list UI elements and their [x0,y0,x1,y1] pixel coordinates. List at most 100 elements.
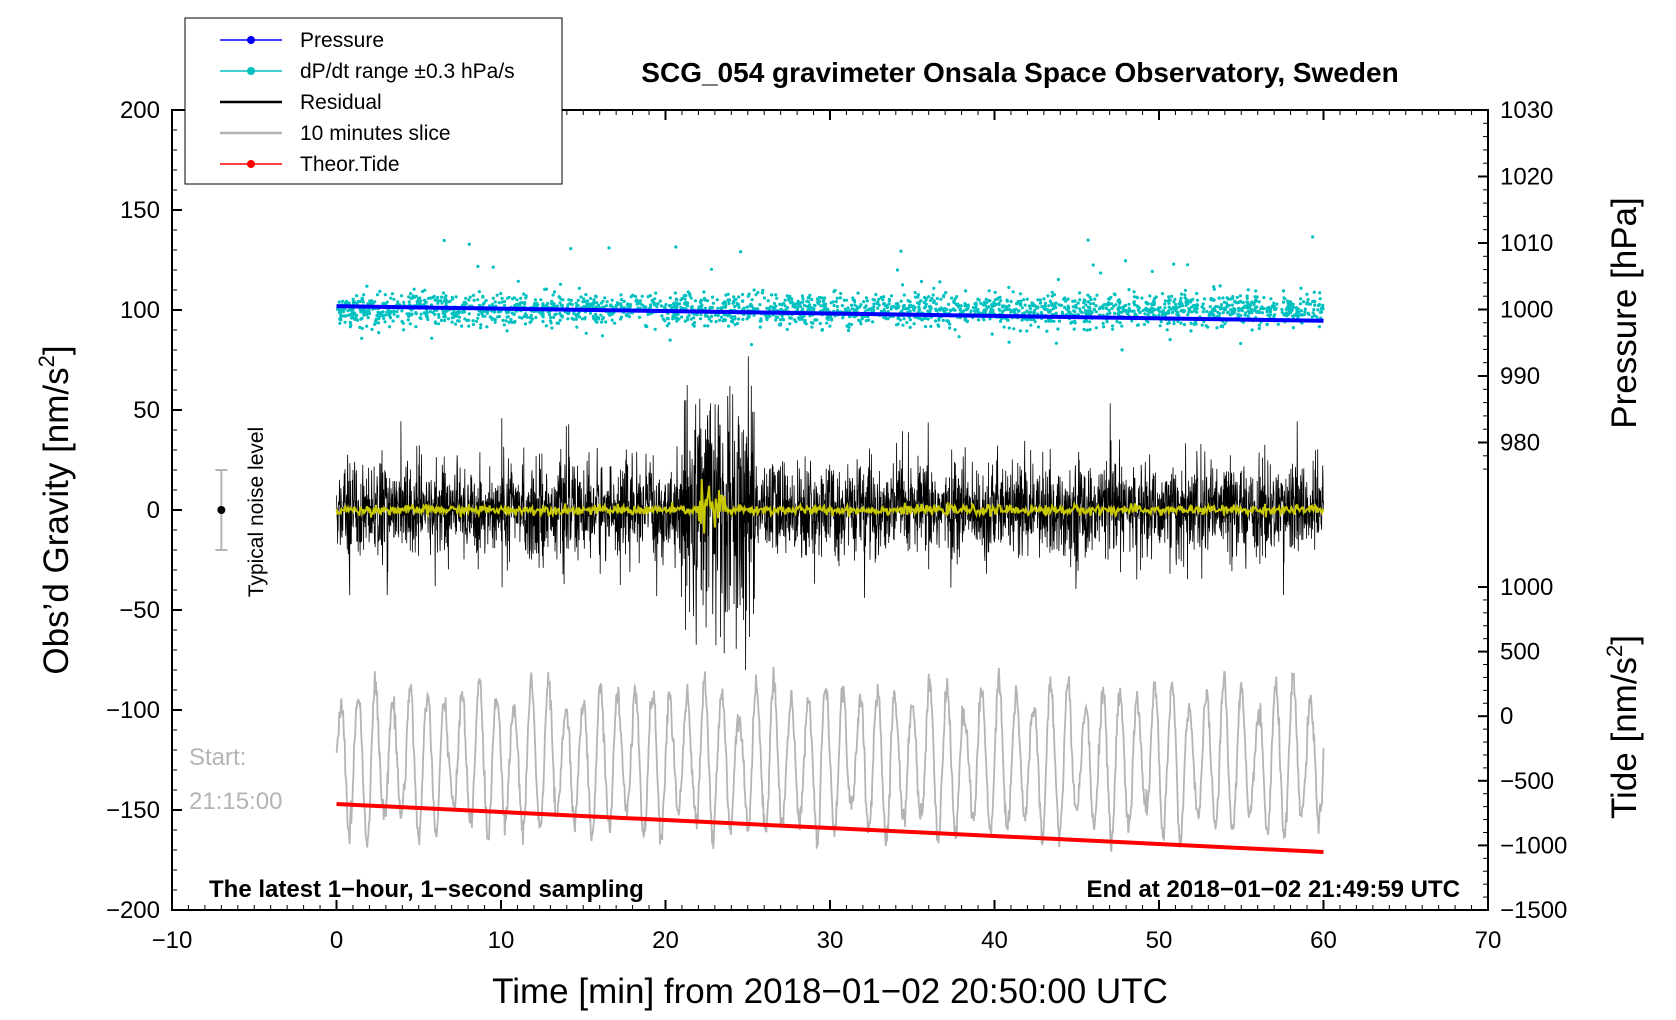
dpdt-point [1254,289,1258,293]
dpdt-point [423,288,427,292]
dpdt-point [1132,300,1136,304]
dpdt-point [497,301,501,305]
dpdt-point [1200,305,1204,309]
dpdt-point [990,332,994,336]
dpdt-point [509,317,513,322]
dpdt-point [391,319,395,323]
dpdt-point [450,295,454,299]
dpdt-point [758,319,763,323]
dpdt-point [594,312,598,316]
dpdt-point [809,320,814,325]
dpdt-point [733,323,737,327]
dpdt-point [778,302,782,306]
dpdt-point [1226,297,1230,301]
dpdt-point [477,290,481,294]
dpdt-point [344,314,348,318]
dpdt-point [756,291,760,295]
dpdt-point [726,314,730,318]
dpdt-point [1163,299,1167,303]
dpdt-point [772,301,777,306]
dpdt-point [1050,290,1054,294]
dpdt-point [1302,312,1307,317]
dpdt-point [1262,296,1266,300]
dpdt-point [1280,307,1284,312]
dpdt-point [1135,295,1139,299]
dpdt-point [661,317,665,321]
dpdt-point [1047,304,1051,308]
dpdt-point [1111,327,1115,331]
dpdt-point [1313,303,1317,307]
dpdt-point [454,295,458,299]
dpdt-point [580,317,584,321]
dpdt-point [467,242,471,246]
dpdt-point [476,298,480,302]
dpdt-point [774,293,778,297]
dpdt-point [957,335,961,339]
dpdt-point [1210,312,1214,316]
dpdt-point [541,315,545,319]
dpdt-point [450,320,454,324]
dpdt-point [1166,299,1171,303]
dpdt-point [1086,238,1090,242]
dpdt-point [937,317,941,321]
dpdt-point [999,299,1003,303]
y-tick-label: 50 [133,397,160,424]
dpdt-point [505,329,509,333]
dpdt-point [719,315,724,319]
dpdt-point [1215,305,1220,309]
dpdt-point [1237,309,1241,313]
dpdt-point [472,298,476,302]
dpdt-point [634,299,638,303]
dpdt-point [467,324,471,328]
dpdt-point [736,303,741,307]
dpdt-point [410,312,414,316]
dpdt-point [1288,306,1292,310]
dpdt-point [797,316,801,320]
dpdt-point [1173,297,1177,301]
dpdt-point [795,302,799,306]
dpdt-point [676,312,680,317]
dpdt-point [433,320,437,324]
dpdt-point [804,322,808,326]
dpdt-point [1110,306,1114,311]
dpdt-point [931,293,935,297]
dpdt-point [668,338,672,342]
dpdt-point [1056,277,1060,282]
dpdt-point [699,301,703,305]
dpdt-point [1122,309,1126,313]
dpdt-point [734,297,738,302]
dpdt-point [758,303,762,307]
dpdt-point [597,317,601,321]
dpdt-point [349,312,353,316]
dpdt-point [706,324,710,328]
dpdt-point [479,323,483,327]
dpdt-point [1266,313,1270,317]
dpdt-point [691,323,695,327]
dpdt-point [1237,300,1241,304]
dpdt-point [788,322,792,326]
dpdt-point [819,304,823,308]
dpdt-point [1206,325,1210,329]
dpdt-point [339,314,344,318]
dpdt-point [1178,299,1182,303]
dpdt-point [770,305,774,309]
dpdt-point [502,323,506,327]
dpdt-point [1310,315,1314,319]
dpdt-point [600,320,604,324]
dpdt-point [1060,311,1065,315]
dpdt-point [997,303,1001,307]
dpdt-point [1126,312,1130,316]
dpdt-point [433,312,437,317]
dpdt-point [1025,329,1029,333]
dpdt-point [614,304,618,308]
right-note: End at 2018−01−02 21:49:59 UTC [1086,876,1460,903]
dpdt-point [1094,326,1098,330]
dpdt-point [877,297,881,301]
dpdt-point [1104,306,1108,310]
dpdt-point [550,326,554,330]
dpdt-point [867,307,872,311]
dpdt-point [590,304,594,308]
dpdt-point [698,317,703,321]
dpdt-point [597,303,601,307]
dpdt-point [813,304,817,308]
